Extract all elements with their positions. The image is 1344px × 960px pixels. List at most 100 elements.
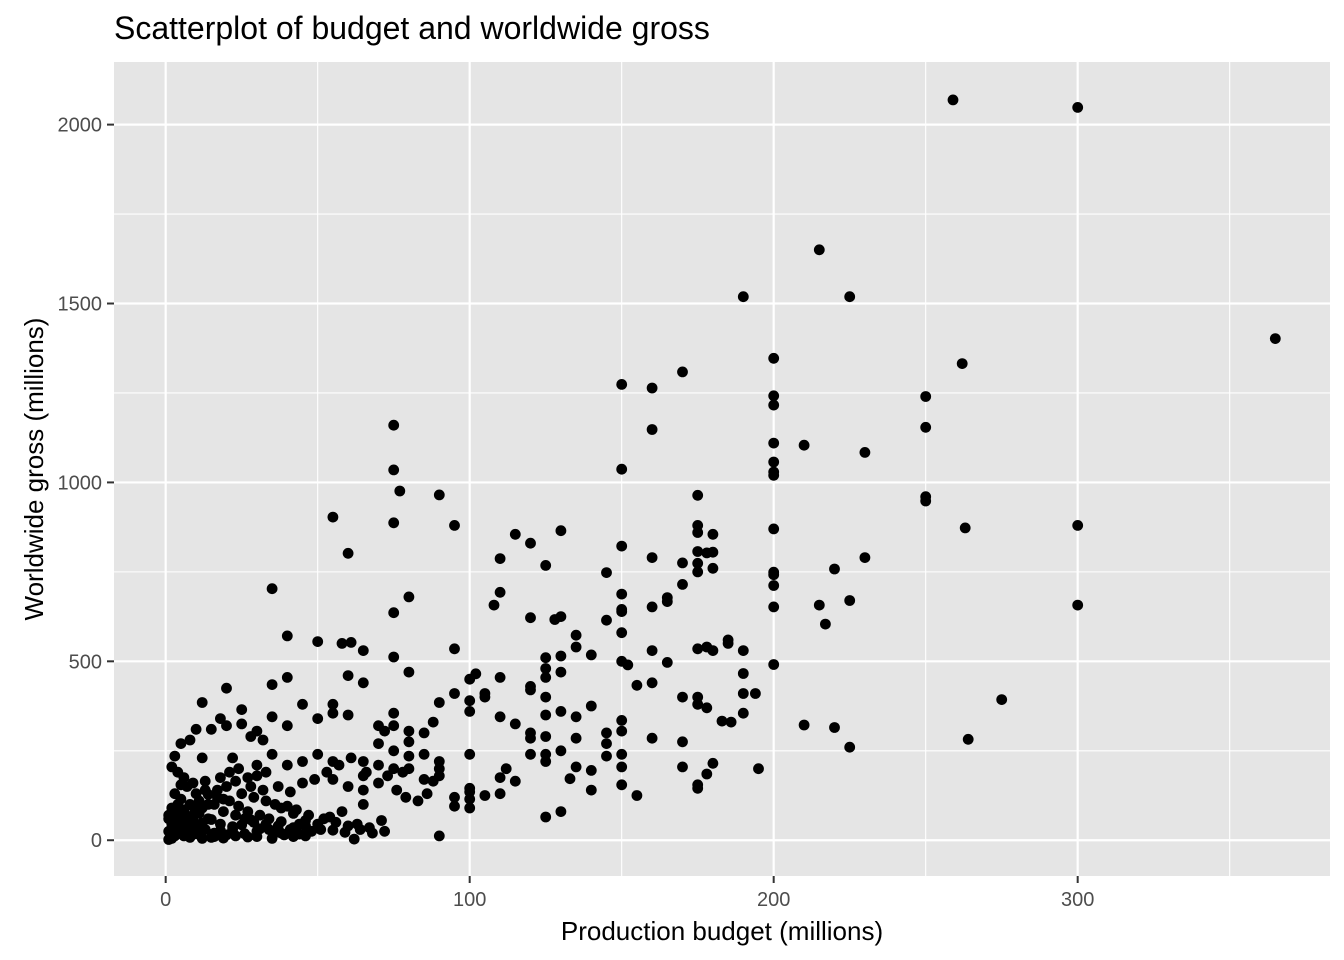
data-point [570, 641, 582, 653]
data-point [555, 525, 567, 537]
data-point [555, 650, 567, 662]
data-point [196, 752, 208, 764]
data-point [737, 291, 749, 303]
data-point [525, 748, 536, 760]
data-point [327, 698, 339, 710]
data-point [236, 788, 248, 800]
data-point [540, 811, 552, 823]
data-point [327, 774, 339, 785]
data-point [190, 788, 202, 800]
data-point [725, 716, 737, 728]
data-point [281, 759, 293, 771]
data-point [616, 715, 628, 726]
data-point [388, 464, 400, 476]
data-point [753, 763, 764, 775]
data-point [212, 791, 223, 803]
data-point [291, 804, 302, 816]
data-point [616, 379, 628, 390]
data-point [294, 818, 305, 830]
data-point [768, 569, 780, 581]
data-point [509, 775, 521, 787]
data-point [616, 627, 628, 639]
data-point [388, 607, 400, 619]
data-point [187, 777, 199, 789]
data-point [233, 763, 245, 775]
data-point [646, 601, 658, 613]
data-point [646, 677, 658, 689]
data-point [1072, 102, 1084, 113]
data-point [464, 695, 476, 707]
data-point [312, 748, 324, 760]
data-point [707, 562, 719, 574]
data-point [321, 766, 333, 778]
data-point [646, 732, 658, 744]
data-point [263, 824, 275, 835]
data-point [859, 447, 871, 458]
data-point [692, 546, 704, 557]
data-point [494, 586, 506, 598]
data-point [631, 679, 643, 691]
data-point [555, 806, 567, 817]
data-point [540, 691, 552, 703]
data-point [622, 659, 634, 671]
data-point [230, 830, 242, 842]
data-point [196, 833, 208, 844]
data-point [962, 733, 974, 745]
data-point [540, 731, 552, 742]
major-gridlines [114, 62, 1330, 876]
data-point [616, 463, 628, 475]
data-point [585, 784, 597, 796]
data-point [920, 421, 932, 433]
data-point [768, 390, 780, 402]
data-point [646, 382, 658, 394]
data-point [266, 583, 278, 595]
data-point [342, 781, 354, 792]
data-point [388, 419, 400, 431]
data-point [388, 763, 400, 775]
data-point [701, 702, 713, 714]
data-point [333, 759, 345, 771]
data-point [376, 815, 387, 826]
data-point [245, 731, 257, 742]
data-point [342, 709, 354, 721]
data-point [239, 813, 251, 825]
data-point [661, 657, 673, 668]
data-point [342, 547, 354, 559]
data-point [1072, 599, 1084, 611]
data-point [391, 784, 403, 796]
data-point [297, 756, 308, 767]
data-point [254, 809, 266, 821]
data-point [677, 366, 688, 378]
data-point [388, 707, 400, 719]
data-point [768, 399, 780, 411]
y-tick-label: 0 [91, 830, 102, 852]
data-point [336, 806, 348, 817]
data-point [750, 688, 761, 699]
data-point [202, 799, 214, 810]
data-point [525, 612, 536, 624]
data-point [433, 697, 445, 708]
data-point [494, 672, 506, 683]
data-point [388, 720, 400, 732]
data-point [251, 759, 263, 771]
data-point [400, 791, 412, 803]
data-point [345, 637, 357, 648]
data-point [193, 808, 205, 819]
data-point [464, 793, 476, 805]
data-point [601, 738, 612, 749]
data-point [449, 791, 460, 803]
data-point [564, 773, 576, 785]
data-point [342, 670, 354, 681]
x-axis-title: Production budget (millions) [561, 916, 883, 946]
data-point [449, 800, 460, 812]
data-point [300, 830, 311, 842]
data-point [388, 745, 400, 757]
data-point [221, 720, 232, 732]
data-point [692, 566, 704, 578]
data-point [555, 666, 567, 678]
data-point [768, 523, 780, 535]
x-tick-label: 300 [1061, 889, 1094, 911]
data-point [357, 799, 369, 810]
data-point [692, 527, 704, 538]
data-point [616, 540, 628, 552]
